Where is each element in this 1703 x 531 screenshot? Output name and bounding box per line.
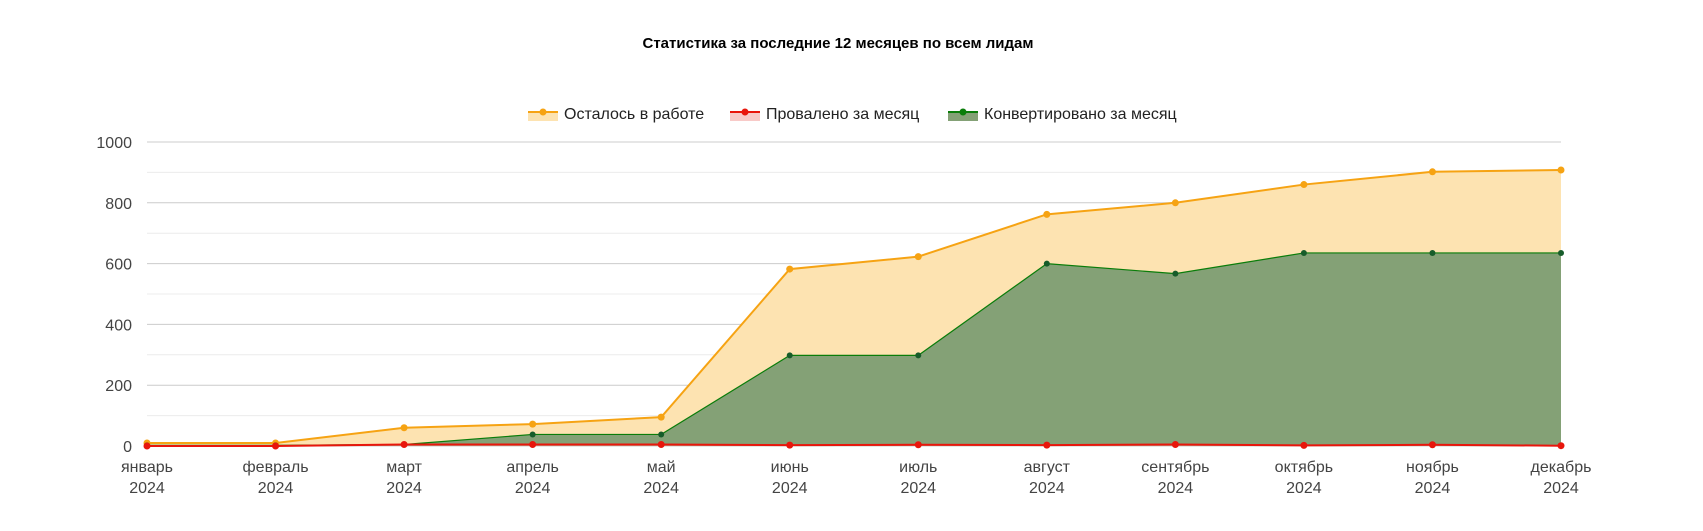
y-axis: 0 200 400 600 800 1000 (96, 135, 132, 456)
y-tick-label: 800 (105, 196, 132, 213)
point-series-1[interactable] (1300, 441, 1308, 449)
point-series-1[interactable] (400, 440, 408, 448)
y-tick-label: 1000 (96, 135, 132, 152)
point-series-1[interactable] (1043, 441, 1051, 449)
point-series-1[interactable] (143, 442, 151, 450)
x-tick-label: май (647, 459, 676, 476)
x-tick-year: 2024 (129, 480, 165, 497)
x-tick-year: 2024 (1158, 480, 1194, 497)
point-series-0[interactable] (1300, 181, 1308, 189)
x-tick-label: декабрь (1531, 459, 1592, 476)
x-tick-year: 2024 (900, 480, 936, 497)
point-series-1[interactable] (1557, 442, 1565, 450)
legend-item-2[interactable]: Конвертировано за месяц (948, 106, 1177, 123)
x-tick-label: апрель (506, 459, 559, 476)
x-tick-year: 2024 (258, 480, 294, 497)
x-tick-label: ноябрь (1406, 459, 1459, 476)
point-series-0[interactable] (1171, 199, 1179, 207)
legend: Осталось в работе Провалено за месяц Конве… (528, 106, 1177, 123)
x-tick-year: 2024 (1415, 480, 1451, 497)
plot-points (143, 166, 1565, 450)
point-series-2[interactable] (1172, 270, 1179, 277)
point-series-0[interactable] (657, 413, 665, 421)
point-series-1[interactable] (529, 440, 537, 448)
plot-areas (147, 168, 1562, 447)
chart-title: Статистика за последние 12 месяцев по вс… (643, 35, 1034, 52)
x-tick-label: август (1024, 459, 1071, 476)
point-series-2[interactable] (1300, 249, 1307, 256)
x-tick-label: сентябрь (1141, 459, 1209, 476)
area-series-2 (147, 252, 1561, 446)
point-series-2[interactable] (915, 352, 922, 359)
legend-item-0[interactable]: Осталось в работе (528, 106, 704, 123)
point-series-2[interactable] (1558, 249, 1564, 256)
x-axis: январь 2024 февраль 2024 март 2024 апрель 2024 м… (121, 459, 1591, 497)
point-series-0[interactable] (529, 420, 537, 428)
y-tick-label: 400 (105, 317, 132, 334)
point-series-1[interactable] (786, 441, 794, 449)
x-tick-year: 2024 (643, 480, 679, 497)
point-series-1[interactable] (272, 442, 280, 450)
point-series-0[interactable] (786, 265, 794, 273)
x-tick-year: 2024 (772, 480, 808, 497)
x-tick-label: февраль (243, 459, 309, 476)
y-tick-label: 0 (123, 439, 132, 456)
x-tick-year: 2024 (1029, 480, 1065, 497)
x-tick-label: июнь (771, 459, 809, 476)
x-tick-year: 2024 (1286, 480, 1322, 497)
point-series-2[interactable] (1043, 260, 1050, 267)
legend-swatch (948, 112, 978, 121)
legend-marker (741, 108, 749, 116)
x-tick-label: октябрь (1275, 459, 1333, 476)
legend-item-1[interactable]: Провалено за месяц (730, 106, 919, 123)
point-series-1[interactable] (1428, 441, 1436, 449)
legend-label: Провалено за месяц (766, 106, 919, 123)
x-tick-label: январь (121, 459, 173, 476)
point-series-2[interactable] (658, 431, 665, 438)
point-series-1[interactable] (657, 440, 665, 448)
point-series-1[interactable] (1171, 440, 1179, 448)
x-tick-year: 2024 (386, 480, 422, 497)
line-series-0 (147, 168, 1562, 444)
x-tick-year: 2024 (1543, 480, 1579, 497)
legend-swatch (528, 112, 558, 121)
legend-marker (959, 108, 967, 116)
x-tick-label: март (386, 459, 422, 476)
y-tick-label: 200 (105, 378, 132, 395)
x-tick-label: июль (899, 459, 937, 476)
line-series-1 (147, 443, 1562, 447)
point-series-2[interactable] (786, 352, 793, 359)
legend-label: Конвертировано за месяц (984, 106, 1177, 123)
point-series-0[interactable] (1043, 210, 1051, 218)
point-series-1[interactable] (914, 441, 922, 449)
x-tick-year: 2024 (515, 480, 551, 497)
point-series-2[interactable] (529, 431, 536, 438)
point-series-0[interactable] (1557, 166, 1565, 174)
point-series-0[interactable] (914, 253, 922, 261)
y-tick-label: 600 (105, 257, 132, 274)
legend-label: Осталось в работе (564, 106, 704, 123)
point-series-0[interactable] (1428, 168, 1436, 176)
legend-swatch (730, 112, 760, 121)
point-series-0[interactable] (400, 424, 408, 432)
legend-marker (539, 108, 547, 116)
point-series-2[interactable] (1429, 249, 1436, 256)
